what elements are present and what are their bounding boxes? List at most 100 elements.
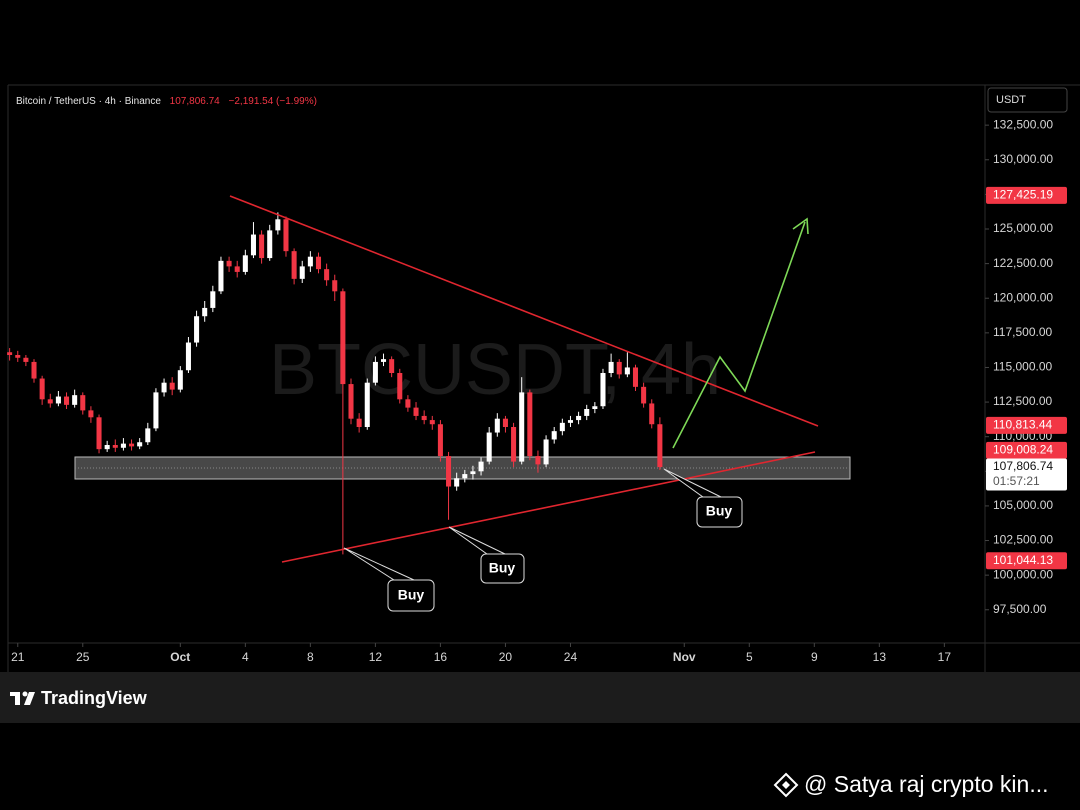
logo-part <box>24 692 35 705</box>
candle-body <box>494 418 500 433</box>
candle-body <box>324 269 330 281</box>
candle-body <box>259 234 265 259</box>
arrow-head <box>792 217 809 235</box>
brand-name[interactable]: TradingView <box>41 688 148 708</box>
candle-body <box>397 373 403 400</box>
candle-body <box>535 456 541 465</box>
y-tick-label: 125,000.00 <box>993 221 1053 235</box>
candle-body <box>307 256 313 267</box>
currency-button[interactable] <box>987 87 1068 113</box>
candle-body <box>129 443 135 447</box>
candle-body <box>169 382 175 390</box>
candle-body <box>519 392 525 462</box>
candles <box>7 212 663 555</box>
y-tick-label: 105,000.00 <box>993 498 1053 512</box>
candle-body <box>234 266 240 272</box>
callout-text: Buy <box>489 560 516 576</box>
projection-arrow <box>672 221 806 449</box>
logo-part <box>22 691 28 697</box>
candle-body <box>137 442 143 447</box>
candle-body <box>23 357 29 362</box>
candle-body <box>55 396 61 404</box>
candle-body <box>72 395 78 405</box>
symbol-watermark: BTCUSDT, 4h <box>269 330 721 410</box>
candle-body <box>421 415 427 421</box>
price-label: 127,425.19 <box>993 188 1053 202</box>
candle-body <box>47 399 53 404</box>
candle-body <box>641 386 647 404</box>
callout: Buy <box>448 526 525 584</box>
candle-body <box>315 256 322 270</box>
candle-body <box>7 352 13 355</box>
candle-body <box>120 443 126 448</box>
resistance-trendline <box>229 195 819 427</box>
candle-body <box>372 361 378 383</box>
x-tick-label: 4 <box>242 650 249 664</box>
callout-box <box>387 579 435 612</box>
candle-body <box>576 415 582 421</box>
candle-body <box>592 406 598 409</box>
y-tick-label: 115,000.00 <box>993 360 1052 374</box>
candle-body <box>39 378 45 400</box>
candle-body <box>291 251 297 279</box>
candle-body <box>624 367 630 375</box>
candle-body <box>608 361 614 373</box>
candle-body <box>364 382 370 427</box>
callout-text: Buy <box>398 587 425 603</box>
candle-body <box>153 392 159 429</box>
currency-label[interactable]: USDT <box>996 94 1026 106</box>
price-label-box <box>986 416 1067 434</box>
logo-part <box>15 692 20 705</box>
x-tick-label: 9 <box>811 650 818 664</box>
candle-body <box>389 359 395 373</box>
candle-body <box>486 432 492 462</box>
candle-body <box>567 420 573 423</box>
brand-logo[interactable]: TradingView <box>10 688 148 708</box>
candle-body <box>429 420 435 425</box>
x-tick-label: 25 <box>76 650 90 664</box>
y-tick-label: 120,000.00 <box>993 290 1053 304</box>
candle-body <box>340 291 346 385</box>
candle-body <box>584 409 590 416</box>
candle-body <box>437 424 443 457</box>
candle-body <box>275 219 281 231</box>
candle-body <box>283 219 289 252</box>
y-tick-label: 97,500.00 <box>993 602 1047 616</box>
candle-body <box>145 428 151 443</box>
price-label: 110,813.44 <box>993 418 1052 432</box>
candle-body <box>161 382 167 393</box>
y-tick-label: 132,500.00 <box>993 117 1053 131</box>
credit: @ Satya raj crypto kin... <box>773 771 1049 798</box>
countdown: 01:57:21 <box>993 474 1040 488</box>
price-change: −2,191.54 (−1.99%) <box>229 96 317 107</box>
candle-body <box>80 395 86 411</box>
candle-body <box>226 260 232 267</box>
candle-body <box>202 307 208 317</box>
candle-body <box>657 424 663 468</box>
candle-body <box>551 431 557 440</box>
candle-body <box>527 392 533 457</box>
candle-body <box>177 370 183 390</box>
candle-body <box>112 445 118 448</box>
candle-body <box>543 439 549 465</box>
price-label: 109,008.24 <box>993 443 1053 457</box>
x-tick-label: 5 <box>746 650 753 664</box>
candle-body <box>380 359 387 362</box>
y-tick-label: 117,500.00 <box>993 325 1052 339</box>
callout: Buy <box>343 547 435 612</box>
callout: Buy <box>663 468 743 528</box>
x-tick-label: Oct <box>170 650 190 664</box>
x-tick-label: 12 <box>369 650 383 664</box>
x-tick-label: 17 <box>938 650 952 664</box>
drawings: Buy Buy Buy Bitcoin / TetherUS · 4h · Bi… <box>16 87 1068 612</box>
candle-body <box>218 260 224 292</box>
candle-body <box>470 471 476 475</box>
candle-body <box>96 417 102 450</box>
candle-body <box>559 422 565 432</box>
y-tick-label: 100,000.00 <box>993 567 1053 581</box>
price-label-box <box>986 441 1067 459</box>
price-label-box <box>986 552 1067 570</box>
credit-icon <box>773 772 799 798</box>
last-price: 107,806.74 <box>170 96 220 107</box>
